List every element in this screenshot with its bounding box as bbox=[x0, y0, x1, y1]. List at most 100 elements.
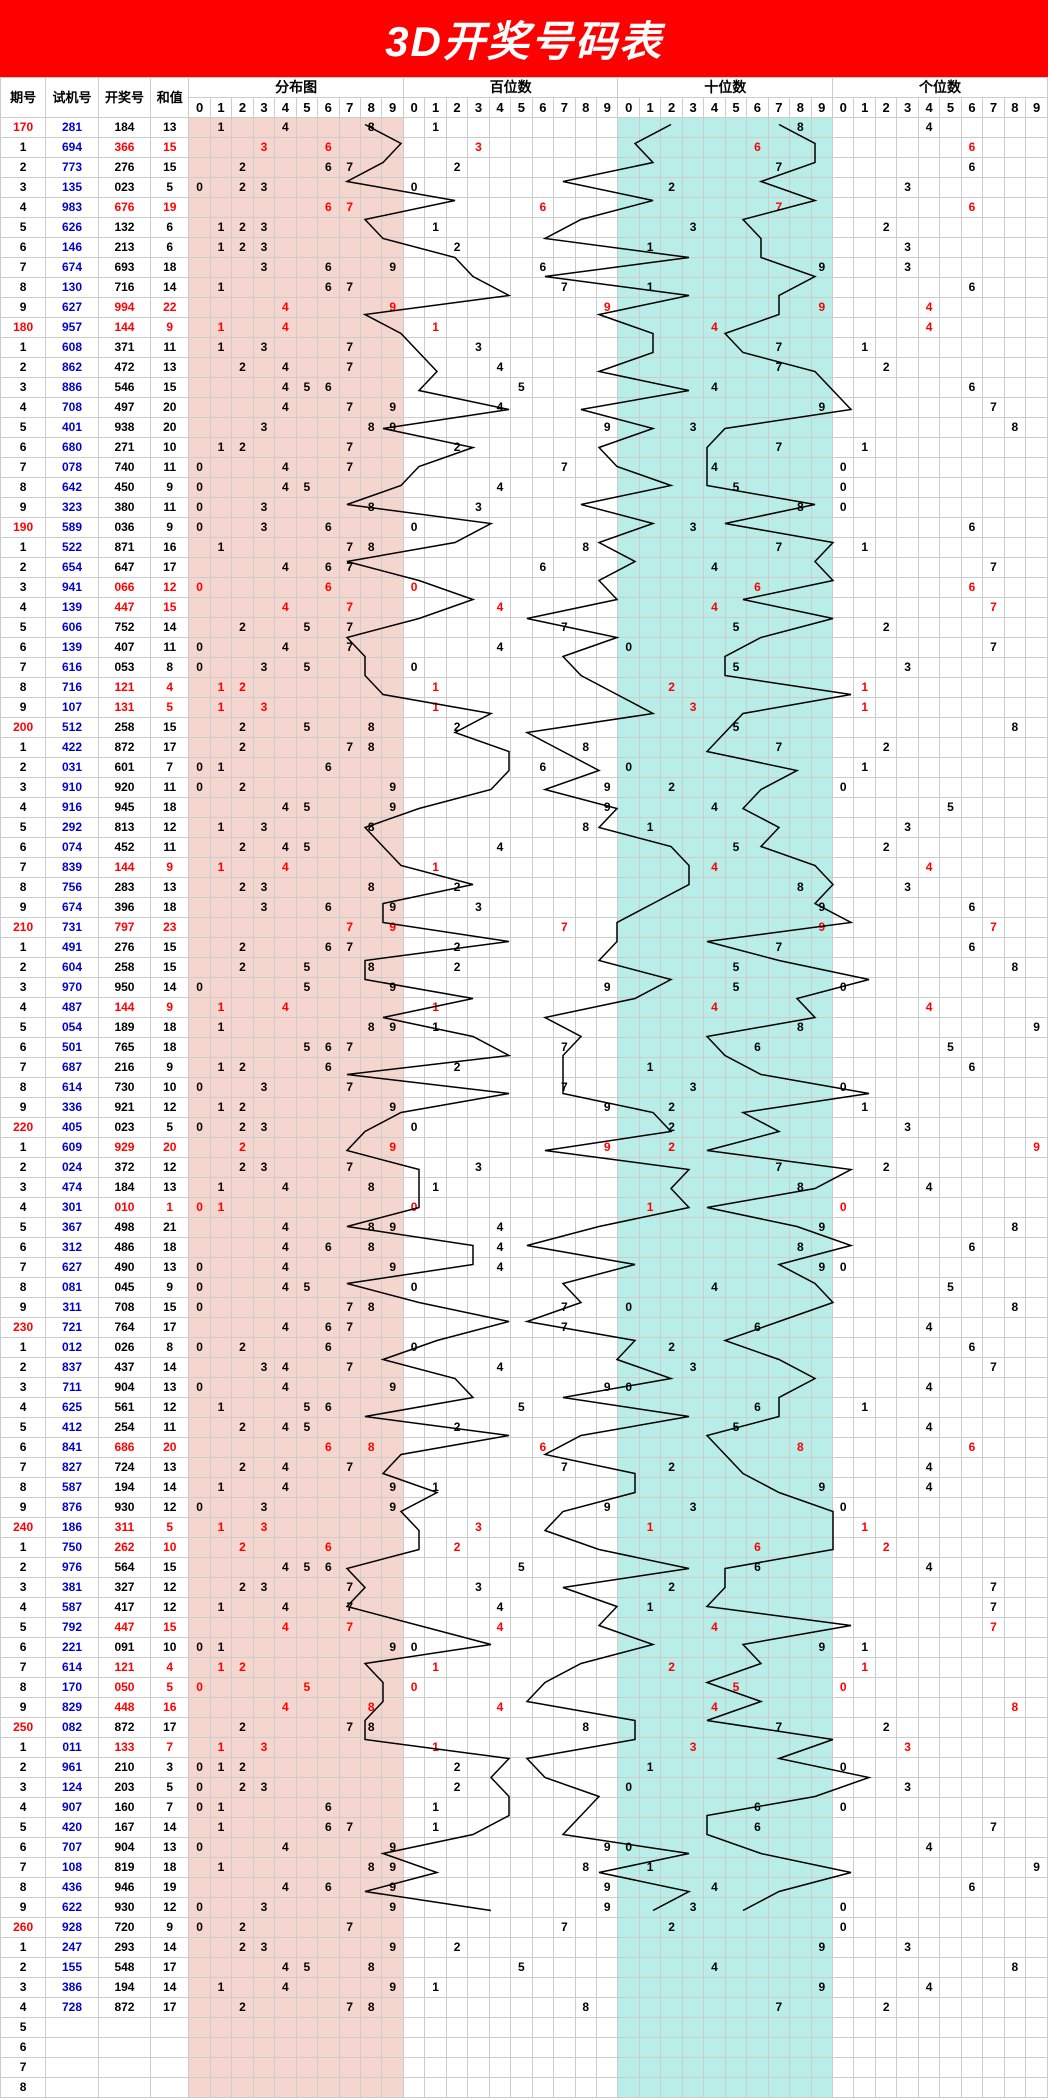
bai-cell bbox=[446, 698, 467, 718]
fenbu-cell bbox=[360, 1658, 381, 1678]
fenbu-cell bbox=[360, 2078, 381, 2098]
bai-cell bbox=[468, 638, 489, 658]
shi-cell bbox=[618, 778, 639, 798]
ge-cell bbox=[1026, 1838, 1048, 1858]
ge-cell bbox=[875, 778, 896, 798]
fenbu-cell bbox=[232, 1398, 253, 1418]
bai-cell bbox=[596, 258, 617, 278]
bai-cell bbox=[425, 418, 446, 438]
sum-cell: 5 bbox=[151, 1118, 189, 1138]
bai-cell bbox=[446, 1798, 467, 1818]
bai-cell bbox=[532, 1078, 553, 1098]
fenbu-cell bbox=[275, 1938, 296, 1958]
bai-cell bbox=[468, 1718, 489, 1738]
sum-cell: 12 bbox=[151, 1398, 189, 1418]
bai-cell bbox=[425, 178, 446, 198]
bai-cell bbox=[468, 818, 489, 838]
bai-cell bbox=[596, 1038, 617, 1058]
test-number-cell: 827 bbox=[46, 1458, 98, 1478]
shi-cell bbox=[639, 698, 660, 718]
ge-cell bbox=[833, 1698, 854, 1718]
fenbu-cell bbox=[296, 698, 317, 718]
ge-cell bbox=[897, 478, 918, 498]
table-row: 17028118413148184 bbox=[1, 118, 1048, 138]
bai-cell bbox=[425, 1278, 446, 1298]
bai-cell bbox=[446, 1098, 467, 1118]
ge-cell bbox=[897, 1958, 918, 1978]
ge-cell bbox=[1026, 498, 1048, 518]
shi-cell bbox=[704, 2038, 725, 2058]
draw-number-cell: 194 bbox=[98, 1478, 150, 1498]
fenbu-cell: 1 bbox=[210, 1738, 231, 1758]
fenbu-cell bbox=[318, 1638, 339, 1658]
test-number-cell: 721 bbox=[46, 1318, 98, 1338]
ge-cell bbox=[961, 1938, 982, 1958]
bai-cell bbox=[511, 1778, 532, 1798]
fenbu-cell bbox=[360, 1338, 381, 1358]
ge-cell bbox=[961, 1418, 982, 1438]
shi-cell bbox=[618, 738, 639, 758]
ge-cell bbox=[983, 1198, 1004, 1218]
shi-cell bbox=[790, 158, 811, 178]
fenbu-cell bbox=[382, 2018, 403, 2038]
fenbu-cell: 1 bbox=[210, 318, 231, 338]
draw-number-cell: 327 bbox=[98, 1578, 150, 1598]
fenbu-cell bbox=[232, 1018, 253, 1038]
bai-cell: 4 bbox=[489, 638, 510, 658]
ge-cell bbox=[918, 1818, 939, 1838]
bai-cell bbox=[554, 1998, 575, 2018]
ge-cell bbox=[961, 1698, 982, 1718]
bai-cell: 6 bbox=[532, 1438, 553, 1458]
bai-cell: 4 bbox=[489, 398, 510, 418]
ge-cell bbox=[833, 1438, 854, 1458]
bai-cell bbox=[403, 1898, 424, 1918]
bai-cell bbox=[468, 838, 489, 858]
sum-cell: 21 bbox=[151, 1218, 189, 1238]
ge-cell bbox=[875, 318, 896, 338]
ge-cell: 0 bbox=[833, 1498, 854, 1518]
bai-cell bbox=[554, 1958, 575, 1978]
shi-cell bbox=[790, 1598, 811, 1618]
shi-cell bbox=[747, 638, 768, 658]
ge-cell bbox=[897, 438, 918, 458]
ge-cell bbox=[897, 1878, 918, 1898]
bai-cell bbox=[446, 1998, 467, 2018]
fenbu-cell bbox=[339, 1838, 360, 1858]
shi-cell bbox=[747, 1598, 768, 1618]
ge-cell bbox=[940, 1658, 961, 1678]
fenbu-cell bbox=[360, 2038, 381, 2058]
shi-cell bbox=[811, 838, 832, 858]
bai-cell bbox=[596, 1578, 617, 1598]
shi-cell bbox=[682, 1518, 703, 1538]
sum-cell: 15 bbox=[151, 138, 189, 158]
ge-cell bbox=[854, 1318, 875, 1338]
bai-cell bbox=[532, 418, 553, 438]
bai-cell bbox=[554, 1198, 575, 1218]
bai-cell bbox=[554, 358, 575, 378]
ge-cell bbox=[961, 1838, 982, 1858]
ge-cell bbox=[1026, 1998, 1048, 2018]
ge-cell bbox=[918, 958, 939, 978]
ge-cell bbox=[940, 758, 961, 778]
fenbu-cell bbox=[232, 458, 253, 478]
sum-cell: 9 bbox=[151, 518, 189, 538]
test-number-cell: 614 bbox=[46, 1658, 98, 1678]
shi-cell bbox=[704, 158, 725, 178]
ge-cell bbox=[1026, 338, 1048, 358]
fenbu-cell: 9 bbox=[382, 1638, 403, 1658]
bai-cell bbox=[596, 178, 617, 198]
fenbu-cell bbox=[232, 298, 253, 318]
ge-cell bbox=[1026, 758, 1048, 778]
shi-cell bbox=[811, 218, 832, 238]
bai-cell bbox=[403, 1838, 424, 1858]
draw-number-cell: 871 bbox=[98, 538, 150, 558]
ge-cell bbox=[918, 1158, 939, 1178]
bai-cell bbox=[489, 558, 510, 578]
ge-cell bbox=[940, 1338, 961, 1358]
bai-cell bbox=[511, 1158, 532, 1178]
draw-number-cell: 210 bbox=[98, 1758, 150, 1778]
fenbu-cell bbox=[360, 978, 381, 998]
shi-cell bbox=[725, 258, 746, 278]
ge-cell bbox=[940, 1098, 961, 1118]
ge-cell bbox=[983, 178, 1004, 198]
